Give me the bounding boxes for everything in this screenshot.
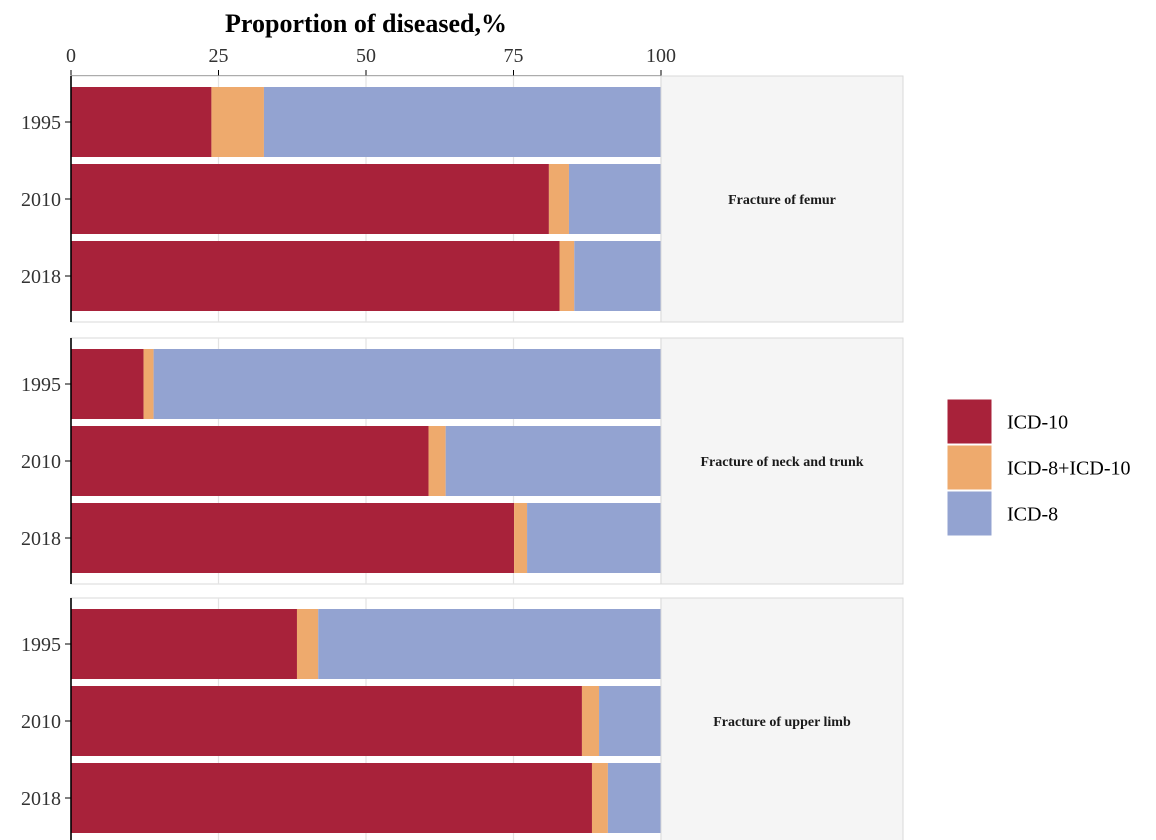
bar-segment: [591, 763, 608, 833]
legend-swatch: [946, 490, 993, 537]
legend-label: ICD-8: [1007, 504, 1058, 526]
legend-swatch: [946, 444, 993, 491]
legend-label: ICD-8+ICD-10: [1007, 458, 1131, 480]
bar-segment: [71, 87, 212, 157]
bar-segment: [71, 609, 297, 679]
y-tick-label: 2018: [21, 788, 61, 810]
bar-segment: [318, 609, 661, 679]
chart-title: Proportion of diseased,%: [225, 9, 507, 38]
bar-segment: [71, 503, 515, 573]
y-tick-label: 2010: [21, 451, 61, 473]
legend-item: ICD-8+ICD-10: [946, 444, 1131, 491]
bar-segment: [153, 349, 661, 419]
bar-segment: [527, 503, 661, 573]
legend-item: ICD-8: [946, 490, 1058, 537]
bar-segment: [559, 241, 575, 311]
y-tick-label: 2018: [21, 266, 61, 288]
bar-segment: [607, 763, 661, 833]
legend-item: ICD-10: [946, 398, 1068, 445]
bar-segment: [71, 349, 144, 419]
bar-segment: [143, 349, 154, 419]
facet-label: Fracture of femur: [728, 193, 836, 208]
facet-label: Fracture of neck and trunk: [700, 455, 863, 470]
bar-segment: [599, 686, 661, 756]
x-tick-label: 100: [646, 45, 676, 67]
x-tick-label: 50: [356, 45, 376, 67]
bar-segment: [568, 164, 661, 234]
top-axis: 0 25 50 75 100: [66, 45, 676, 77]
x-tick-label: 75: [504, 45, 524, 67]
bar-segment: [514, 503, 528, 573]
y-tick-label: 2010: [21, 711, 61, 733]
facet-panel: 1995 2010 2018 Fracture of femur: [21, 75, 904, 323]
legend-swatch: [946, 398, 993, 445]
facet-label: Fracture of upper limb: [713, 715, 851, 730]
facet-panel: 1995 2010 2018 Fracture of neck and trunk: [21, 337, 904, 585]
bar-segment: [428, 426, 446, 496]
facet-strip: [660, 337, 904, 585]
bar-segment: [71, 686, 582, 756]
bar-segment: [445, 426, 661, 496]
bar-segment: [581, 686, 600, 756]
x-tick-label: 25: [209, 45, 229, 67]
bar-segment: [548, 164, 569, 234]
facet-strip: [660, 597, 904, 840]
legend: ICD-10 ICD-8+ICD-10 ICD-8: [946, 398, 1131, 537]
facet-panels: 1995 2010 2018 Fracture of femur 1995 2010 201…: [21, 75, 904, 840]
y-tick-label: 2010: [21, 189, 61, 211]
y-tick-label: 1995: [21, 374, 61, 396]
bar-segment: [71, 426, 429, 496]
bar-segment: [296, 609, 319, 679]
bar-segment: [71, 241, 560, 311]
facet-panel: 1995 2010 2018 Fracture of upper limb: [21, 597, 904, 840]
facet-strip: [660, 75, 904, 323]
y-tick-label: 1995: [21, 112, 61, 134]
bar-segment: [211, 87, 264, 157]
bar-segment: [263, 87, 661, 157]
bar-segment: [71, 763, 592, 833]
x-tick-label: 0: [66, 45, 76, 67]
bar-segment: [71, 164, 549, 234]
bar-segment: [574, 241, 661, 311]
y-tick-label: 2018: [21, 528, 61, 550]
y-tick-label: 1995: [21, 634, 61, 656]
legend-label: ICD-10: [1007, 412, 1068, 434]
